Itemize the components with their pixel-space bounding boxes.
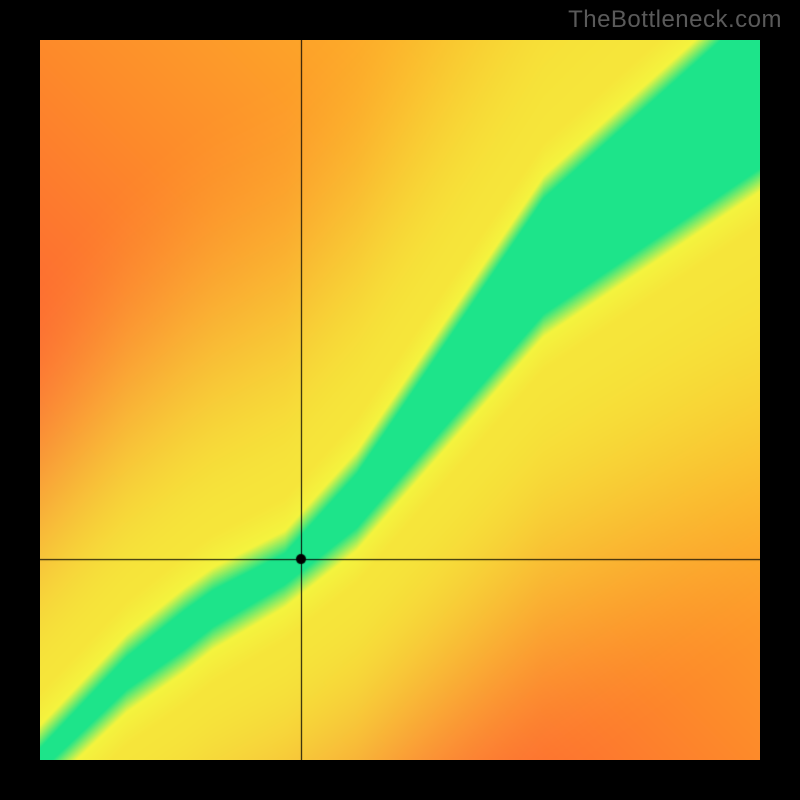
heatmap-canvas bbox=[40, 40, 760, 760]
chart-container: TheBottleneck.com bbox=[0, 0, 800, 800]
heatmap-plot bbox=[40, 40, 760, 760]
attribution-label: TheBottleneck.com bbox=[568, 6, 782, 34]
